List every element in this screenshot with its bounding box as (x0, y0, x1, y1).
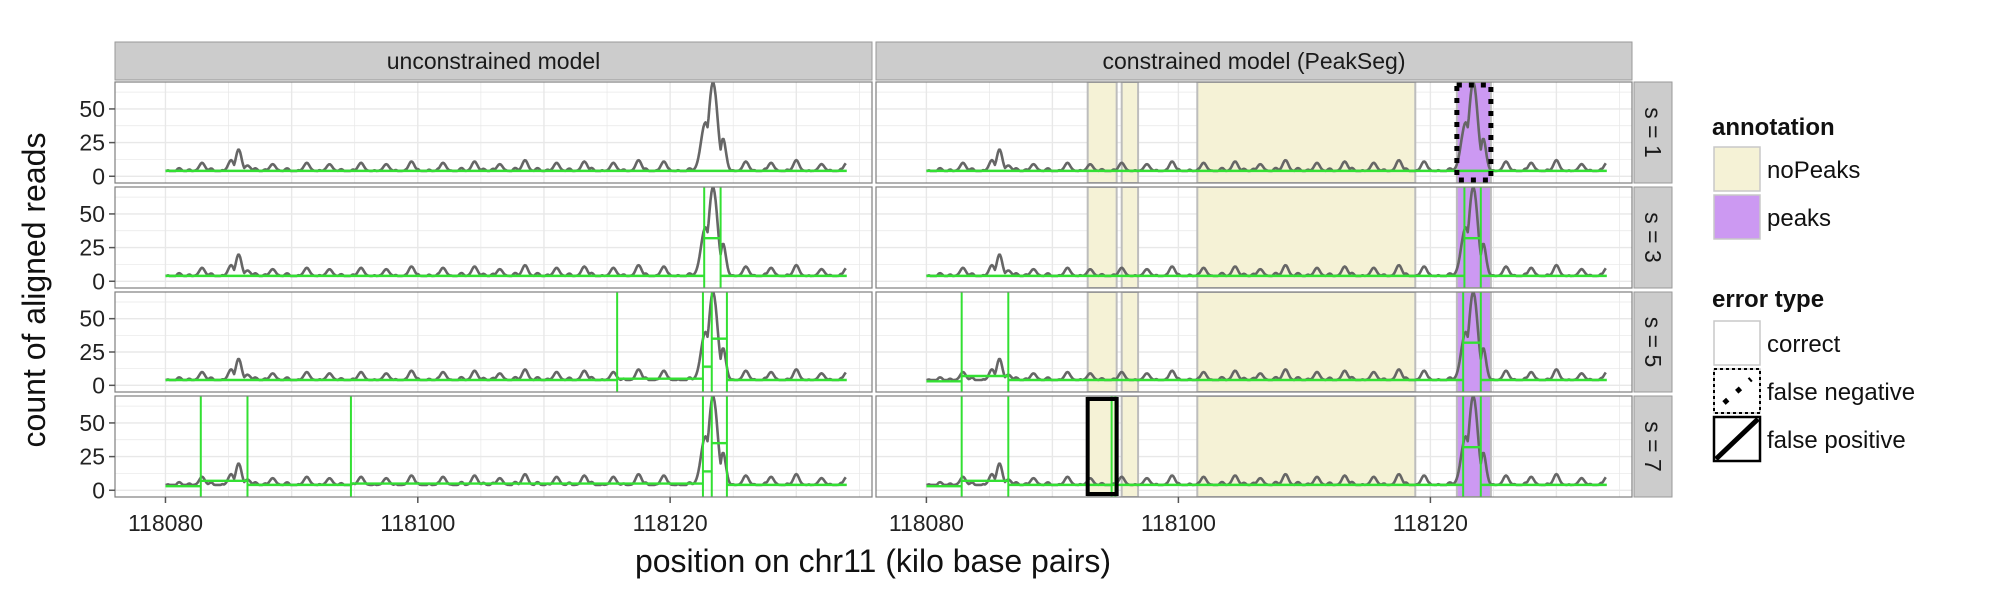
row-strip-label: s = 1 (1640, 107, 1666, 158)
panel-plot-area (876, 187, 1632, 288)
panel-border (114, 186, 873, 289)
panel-background (115, 292, 872, 392)
column-strip-background (114, 41, 873, 81)
y-tick-label: 50 (79, 201, 105, 227)
legend-swatch-peaks (1713, 194, 1761, 240)
legend-label: noPeaks (1767, 157, 1860, 184)
panel-border (114, 291, 873, 393)
column-strip-label: unconstrained model (387, 48, 601, 74)
y-tick-label: 25 (79, 339, 105, 365)
legend-annotation-title: annotation (1712, 114, 1835, 141)
annotation-region-noPeaks (1086, 187, 1118, 288)
error-false-positive (1085, 397, 1119, 496)
panel-border (114, 395, 873, 498)
legend-label: false negative (1767, 379, 1915, 406)
row-strip-background (1633, 291, 1673, 393)
y-tick-label: 25 (79, 235, 105, 261)
y-tick-label: 50 (79, 306, 105, 332)
panel-border (114, 81, 873, 184)
panel-c1-r3 (875, 395, 1633, 498)
row-strip-label: s = 3 (1640, 212, 1666, 263)
legend-swatch-false-negative (1713, 368, 1761, 414)
x-tick-label: 118100 (380, 510, 455, 536)
y-tick-label: 50 (79, 96, 105, 122)
y-tick-label: 0 (92, 477, 105, 503)
y-axis-title: count of aligned reads (16, 133, 52, 448)
panel-plot-area (876, 82, 1632, 183)
x-axis-title: position on chr11 (kilo base pairs) (635, 543, 1111, 579)
legend-swatch-dashed-diagonal (1722, 377, 1753, 405)
annotation-region-noPeaks (1196, 396, 1417, 497)
annotation-region-noPeaks (1120, 292, 1140, 392)
error-false-negative (1454, 82, 1494, 183)
panel-border (875, 291, 1633, 393)
x-tick-label: 118080 (128, 510, 203, 536)
panel-c1-r2 (875, 291, 1633, 393)
legend-swatch-solid-diagonal (1714, 417, 1760, 461)
panel-c0-r0 (114, 81, 873, 184)
x-tick-label: 118120 (1393, 510, 1468, 536)
panel-plot-area (115, 82, 872, 183)
column-strip-label: constrained model (PeakSeg) (1103, 48, 1406, 74)
annotation-region-noPeaks (1120, 187, 1140, 288)
panel-plot-area (115, 292, 872, 392)
y-tick-label: 25 (79, 444, 105, 470)
x-tick-label: 118120 (633, 510, 708, 536)
row-strip-label: s = 7 (1640, 421, 1666, 472)
y-tick-label: 25 (79, 130, 105, 156)
legend-swatch-bg (1713, 320, 1761, 366)
legend-error-title: error type (1712, 286, 1824, 313)
panel-border (875, 81, 1633, 184)
legend-swatch-noPeaks (1713, 146, 1761, 192)
annotation-region-noPeaks (1120, 396, 1140, 497)
column-strip-background (875, 41, 1633, 81)
panel-plot-area (115, 396, 872, 497)
panel-background (115, 82, 872, 183)
panel-plot-area (876, 292, 1632, 392)
x-tick-label: 118080 (889, 510, 964, 536)
annotation-region-noPeaks (1196, 292, 1417, 392)
legend-label: correct (1767, 331, 1841, 358)
x-tick-label: 118100 (1141, 510, 1216, 536)
y-tick-label: 0 (92, 372, 105, 398)
panel-c0-r1 (114, 186, 873, 289)
y-tick-label: 0 (92, 163, 105, 189)
annotation-region-noPeaks (1196, 82, 1417, 183)
row-strip-background (1633, 81, 1673, 184)
panel-border (875, 186, 1633, 289)
panel-c0-r3 (114, 395, 873, 498)
legend-label: false positive (1767, 427, 1906, 454)
row-strip-background (1633, 395, 1673, 498)
panel-border (875, 395, 1633, 498)
panel-c0-r2 (114, 291, 873, 393)
y-tick-label: 50 (79, 410, 105, 436)
row-strip-label: s = 5 (1640, 317, 1666, 368)
annotation-region-noPeaks (1086, 292, 1118, 392)
panel-plot-area (876, 396, 1632, 497)
annotation-region-noPeaks (1086, 82, 1118, 183)
panel-c1-r1 (875, 186, 1633, 289)
y-tick-label: 0 (92, 268, 105, 294)
annotation-region-noPeaks (1196, 187, 1417, 288)
panel-plot-area (115, 187, 872, 288)
panel-background (115, 187, 872, 288)
annotation-region-noPeaks (1120, 82, 1140, 183)
legend-label: peaks (1767, 205, 1831, 232)
legend-swatch-false-positive (1712, 415, 1762, 463)
panel-c1-r0 (875, 81, 1633, 184)
row-strip-background (1633, 186, 1673, 289)
